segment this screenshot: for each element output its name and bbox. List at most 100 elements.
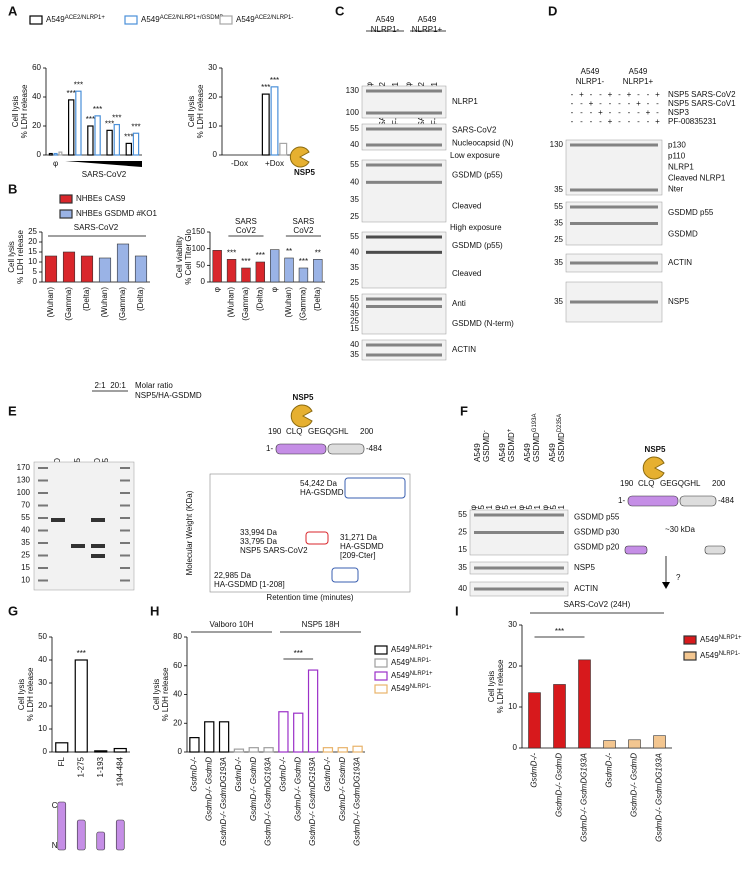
bar [307, 669, 319, 753]
treatment-label: PF-00835231 [668, 117, 717, 126]
bar [44, 255, 58, 283]
diagram-label: CLQ [638, 479, 654, 488]
ladder-band [38, 542, 48, 544]
significance: *** [74, 80, 83, 89]
y-tick-label: 0 [513, 743, 518, 752]
y-tick-label: 20 [28, 237, 37, 246]
mw-marker: 35 [554, 219, 563, 228]
sign: - [637, 90, 640, 99]
ratio-label: NSP5/HA-GSDMD [135, 391, 202, 400]
peak-box [344, 477, 406, 499]
x-tick-label: (Delta) [313, 287, 322, 311]
blot [361, 339, 447, 361]
band [366, 127, 442, 131]
blot [361, 159, 447, 223]
band [366, 343, 442, 347]
legend-label: A549ACE2/NLRP1+/GSDMD- [141, 15, 226, 25]
construct [76, 819, 86, 851]
blot [361, 231, 447, 289]
group-header: A549 [473, 443, 482, 462]
diagram-label: 190 [620, 479, 634, 488]
ladder-band [120, 554, 130, 557]
gsdmd-c [679, 495, 717, 507]
x-tick-label: GsdmD-/- GsdmDG193A [219, 757, 228, 846]
x-tick-label: φ [212, 287, 221, 292]
blot-label: p130 [668, 141, 686, 150]
panel-label: D [548, 3, 557, 18]
mw-marker: 35 [554, 297, 563, 306]
sign: - [590, 108, 593, 117]
band [570, 188, 658, 192]
blot-label: NLRP1 [452, 97, 478, 106]
bar [94, 115, 101, 156]
band [570, 205, 658, 209]
blot-note: Low exposure [450, 151, 500, 160]
mw-marker: 70 [21, 501, 30, 510]
y-tick-label: 10 [38, 724, 47, 733]
blot-label: Anti [452, 299, 466, 308]
y-tick-label: 100 [192, 244, 206, 253]
band [366, 297, 442, 301]
significance: *** [227, 248, 236, 257]
panel-label: A [8, 3, 18, 18]
x-tick-label: GsdmD-/- GsdmD [555, 753, 564, 817]
domain-label: N [52, 841, 58, 850]
ladder-band [120, 567, 130, 569]
mw-marker: 40 [21, 526, 30, 535]
y-axis-label: Cell lysis [487, 671, 496, 703]
ladder-band [38, 467, 48, 469]
fragment [624, 545, 648, 555]
mw-marker: 55 [458, 510, 467, 519]
lane-label: φ [493, 505, 502, 510]
mw-marker: 35 [350, 263, 359, 272]
ladder-band [38, 504, 48, 507]
blot-note: High exposure [450, 223, 502, 232]
x-tick-label: -Dox [231, 159, 248, 168]
mw-marker: 130 [17, 476, 31, 485]
ratio: 2:1 [94, 381, 106, 390]
group-header: A549 [498, 443, 507, 462]
blot-label: NLRP1 [668, 163, 694, 172]
bar [322, 747, 334, 753]
band [366, 143, 442, 147]
band [366, 180, 442, 184]
legend-swatch [219, 15, 233, 25]
group-header: A549 [523, 443, 532, 462]
mw-marker: 40 [350, 302, 359, 311]
band [474, 587, 564, 591]
bar [62, 251, 76, 283]
x-tick-label: GsdmD-/- GsdmDG193A [353, 757, 362, 846]
y-tick-label: 60 [32, 63, 41, 72]
band [91, 518, 105, 522]
sign: - [580, 117, 583, 126]
peak-label: 33,795 Da [240, 537, 277, 546]
blot-label: Cleaved [452, 202, 481, 211]
bar [125, 142, 132, 156]
mw-marker: 15 [350, 324, 359, 333]
ladder-band [120, 467, 130, 469]
group-label: Valboro 10H [210, 620, 254, 629]
y-tick-label: 150 [192, 227, 206, 236]
x-axis-label: Retention time (minutes) [266, 593, 353, 602]
bar [278, 711, 289, 753]
mw-marker: 40 [350, 140, 359, 149]
mw-marker: 35 [458, 563, 467, 572]
group-label: CoV2 [293, 226, 314, 235]
blot-label: GSDMD p55 [668, 208, 714, 217]
x-tick-label: GsdmD-/- [530, 753, 539, 788]
legend-label: A549NLRP1- [700, 651, 740, 661]
y-axis-label: Molecular Weight (KDa) [185, 490, 194, 575]
band [570, 222, 658, 225]
x-tick-label: φ [270, 287, 279, 292]
diagram-label: 200 [360, 427, 374, 436]
bar [48, 152, 53, 156]
blot-label: GSDMD (p55) [452, 171, 503, 180]
y-tick-label: 0 [178, 747, 183, 756]
mw-marker: 35 [350, 195, 359, 204]
group-header: A549 [548, 443, 557, 462]
x-tick-label: GsdmD-/- GsdmD [338, 757, 347, 821]
mw-marker: 55 [554, 202, 563, 211]
legend-swatch [124, 15, 138, 25]
bar [106, 129, 113, 156]
mw-marker: 15 [21, 563, 30, 572]
